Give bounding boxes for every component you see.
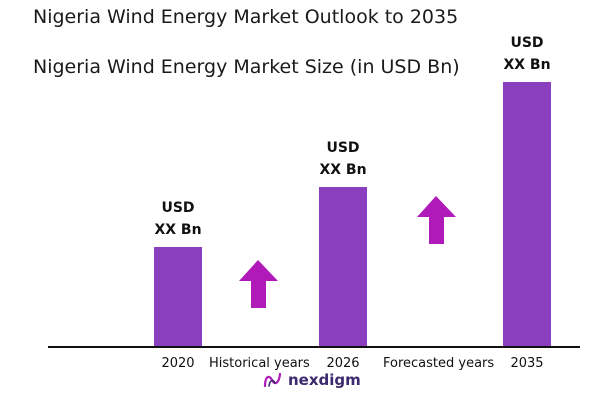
data-label-2035: USD XX Bn [487,32,567,76]
up-arrow-forecast [417,196,456,244]
data-label-currency: USD [326,140,360,156]
x-tick-2020: 2020 [161,356,195,371]
chart-title: Nigeria Wind Energy Market Outlook to 20… [33,6,459,28]
data-label-value: XX Bn [319,162,367,178]
up-arrow-historical [239,260,278,308]
brand-name: nexdigm [288,371,361,389]
nexdigm-logo-icon [263,372,282,388]
annotation-historical-years: Historical years [209,356,310,371]
data-label-currency: USD [161,200,195,216]
data-label-2026: USD XX Bn [303,137,383,181]
bar-2035 [503,82,551,347]
annotation-forecasted-years: Forecasted years [383,356,495,371]
bar-2026 [319,187,367,347]
data-label-2020: USD XX Bn [138,197,218,241]
chart-subtitle: Nigeria Wind Energy Market Size (in USD … [33,56,460,78]
x-tick-2026: 2026 [326,356,360,371]
data-label-value: XX Bn [154,222,202,238]
bar-2020 [154,247,202,347]
brand-logo: nexdigm [262,371,361,389]
x-tick-2035: 2035 [510,356,544,371]
data-label-currency: USD [510,35,544,51]
data-label-value: XX Bn [503,57,551,73]
